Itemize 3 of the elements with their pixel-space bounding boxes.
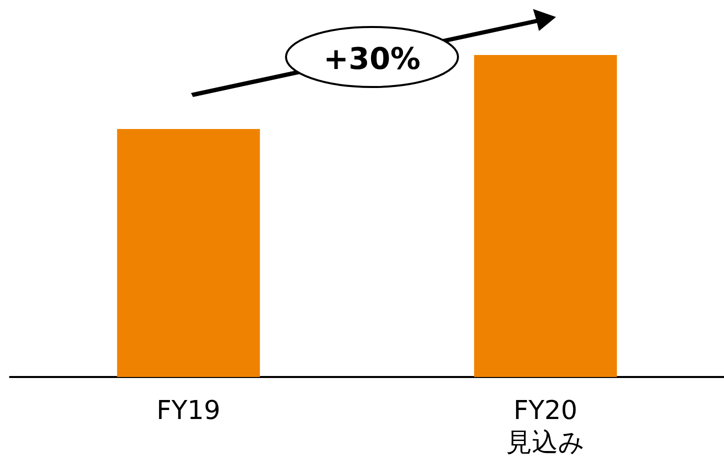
x-tick-label: FY20 見込み xyxy=(506,396,585,458)
x-tick-label: FY19 xyxy=(156,396,220,426)
annotation: +30% xyxy=(324,42,420,77)
